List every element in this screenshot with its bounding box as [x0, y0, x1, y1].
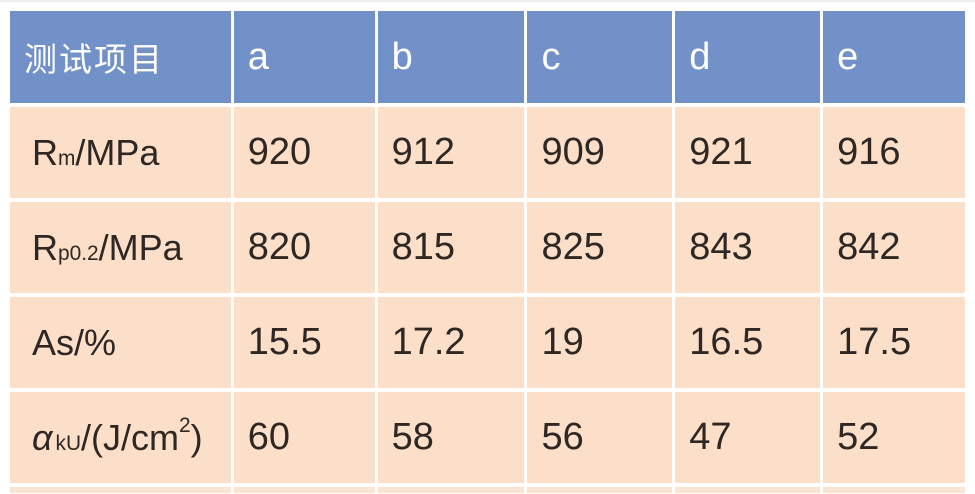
row-label-unit-close: ): [190, 416, 203, 458]
table-cell: 56: [527, 392, 673, 483]
cell-value: 17.5: [837, 321, 912, 363]
table-cell: 60: [233, 392, 375, 483]
cell-value: 52: [837, 416, 880, 458]
cell-value: 58: [391, 416, 434, 458]
cell-value: 16.5: [689, 321, 764, 363]
cell-value: 921: [689, 131, 753, 173]
row-label-unit: /MPa: [98, 226, 183, 268]
cell-value: 47: [689, 416, 732, 458]
table-cell: 842: [823, 202, 965, 293]
table-cell: 909: [527, 107, 673, 198]
table-cell: 17.2: [377, 297, 525, 388]
cell-value: 843: [689, 226, 753, 268]
header-cell-c: c: [527, 11, 673, 103]
row-label-text: R: [32, 131, 58, 173]
cell-value: 842: [837, 226, 901, 268]
table-cell: 17.5: [823, 297, 965, 388]
table-cell: 15.5: [233, 297, 375, 388]
partial-row-cell: [377, 487, 525, 493]
cell-value: 56: [541, 416, 584, 458]
header-cell-b: b: [377, 11, 525, 103]
header-cell-test-item: 测试项目: [10, 11, 231, 103]
header-label: 测试项目: [24, 41, 164, 78]
cell-value: 909: [541, 131, 605, 173]
partial-next-row: [10, 487, 965, 493]
row-label-alpha: α: [32, 416, 53, 458]
row-label-as-percent: As/%: [10, 297, 231, 388]
partial-row-cell: [10, 487, 231, 493]
top-edge-divider: [0, 0, 975, 2]
row-label-text: As/%: [32, 321, 117, 363]
table-cell: 825: [527, 202, 673, 293]
row-label-subscript: m: [58, 147, 76, 171]
table-cell: 52: [823, 392, 965, 483]
row-label-unit: /(J/cm: [81, 416, 180, 458]
table-cell: 916: [823, 107, 965, 198]
header-cell-a: a: [233, 11, 375, 103]
table-cell: 58: [377, 392, 525, 483]
column-label-a: a: [247, 35, 269, 78]
row-label-superscript: 2: [179, 414, 191, 438]
table-cell: 815: [377, 202, 525, 293]
table-cell: 920: [233, 107, 375, 198]
column-label-c: c: [541, 35, 561, 78]
table-cell: 19: [527, 297, 673, 388]
row-label-subscript: kU: [55, 432, 82, 456]
table-cell: 912: [377, 107, 525, 198]
table-cell: 843: [675, 202, 821, 293]
row-label-aku-impact: α kU/(J/cm 2): [10, 392, 231, 483]
cell-value: 17.2: [391, 321, 466, 363]
cell-value: 19: [541, 321, 584, 363]
partial-row-cell: [233, 487, 375, 493]
cell-value: 916: [837, 131, 901, 173]
cell-value: 920: [247, 131, 312, 173]
table-cell: 16.5: [675, 297, 821, 388]
cell-value: 825: [541, 226, 605, 268]
row-label-subscript: p0.2: [58, 242, 99, 266]
cell-value: 815: [391, 226, 456, 268]
table-cell: 921: [675, 107, 821, 198]
cell-value: 60: [247, 416, 291, 458]
partial-row-cell: [527, 487, 673, 493]
table-cell: 820: [233, 202, 375, 293]
row-label-text: R: [32, 226, 58, 268]
table-cell: 47: [675, 392, 821, 483]
column-label-d: d: [689, 35, 711, 78]
header-cell-d: d: [675, 11, 821, 103]
cell-value: 912: [391, 131, 456, 173]
row-label-unit: /MPa: [75, 131, 160, 173]
partial-row-cell: [823, 487, 965, 493]
partial-row-cell: [675, 487, 821, 493]
cell-value: 820: [247, 226, 312, 268]
header-cell-e: e: [823, 11, 965, 103]
column-label-e: e: [837, 35, 859, 78]
cell-value: 15.5: [247, 321, 322, 363]
column-label-b: b: [391, 35, 413, 78]
